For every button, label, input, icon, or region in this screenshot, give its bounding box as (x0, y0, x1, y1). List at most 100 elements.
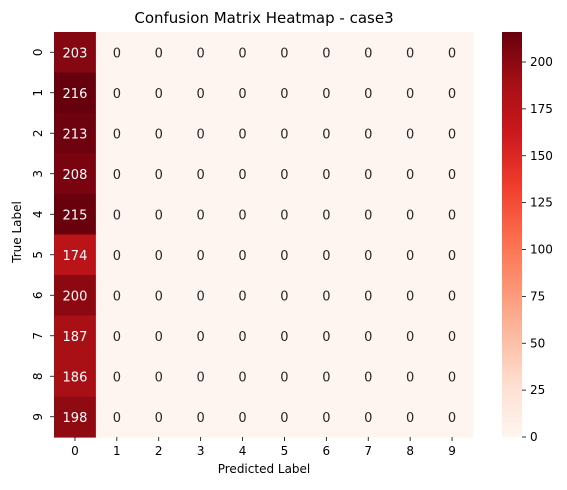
cell-value-label: 0 (238, 46, 246, 61)
colorbar-tick-label: 75 (530, 289, 545, 303)
x-tick-label: 5 (281, 444, 289, 458)
cell-value-label: 0 (197, 87, 205, 102)
cell-value-label: 0 (448, 289, 456, 304)
cell-value-label: 0 (364, 370, 372, 385)
cell-value-label: 174 (63, 249, 88, 264)
colorbar-tick-label: 175 (530, 102, 553, 116)
cell-value-label: 216 (63, 87, 88, 102)
heatmap-cell (263, 72, 306, 114)
cell-value-label: 0 (155, 370, 163, 385)
heatmap-cell (221, 234, 265, 276)
cell-value-label: 186 (63, 370, 88, 385)
heatmap-cell (263, 234, 306, 276)
heatmap-cell (221, 356, 265, 398)
cell-value-label: 0 (155, 87, 163, 102)
cell-value-label: 0 (113, 127, 121, 142)
x-tick-label: 3 (197, 444, 205, 458)
heatmap-cell (431, 315, 474, 357)
heatmap-cell (263, 153, 306, 195)
heatmap-cell (389, 315, 432, 357)
heatmap-cell (54, 153, 97, 195)
x-tick-label: 9 (448, 444, 456, 458)
cell-value-label: 0 (448, 87, 456, 102)
heatmap-cell (137, 72, 181, 114)
cell-value-label: 0 (155, 330, 163, 345)
colorbar-tick-label: 50 (530, 336, 545, 350)
heatmap-cell (347, 234, 390, 276)
cell-value-label: 0 (280, 330, 288, 345)
cell-value-label: 208 (63, 168, 88, 183)
cell-value-label: 0 (238, 370, 246, 385)
cell-value-label: 215 (63, 208, 88, 223)
heatmap-cell (305, 72, 348, 114)
heatmap-cell (221, 194, 265, 236)
y-tick-label: 4 (31, 210, 45, 218)
colorbar-tick-label: 100 (530, 243, 553, 257)
cell-value-label: 0 (406, 168, 414, 183)
heatmap-cell (389, 234, 432, 276)
cell-value-label: 0 (197, 249, 205, 264)
heatmap-cell (389, 113, 432, 155)
cell-value-label: 0 (197, 370, 205, 385)
heatmap-cell (305, 194, 348, 236)
heatmap-cell (431, 234, 474, 276)
cell-value-label: 0 (238, 208, 246, 223)
heatmap-cell (179, 194, 223, 236)
cell-value-label: 198 (63, 411, 88, 426)
cell-value-label: 0 (364, 46, 372, 61)
heatmap-cell (221, 72, 265, 114)
cell-value-label: 213 (63, 127, 88, 142)
heatmap-cell (305, 315, 348, 357)
cell-value-label: 0 (364, 127, 372, 142)
heatmap-cell (137, 153, 181, 195)
y-tick-label: 0 (31, 48, 45, 56)
y-tick-label: 8 (31, 372, 45, 380)
heatmap-cell (179, 356, 223, 398)
heatmap-cell (305, 113, 348, 155)
colorbar-tick-label: 0 (530, 430, 538, 444)
heatmap-cell (263, 275, 306, 317)
heatmap-cell (305, 275, 348, 317)
colorbar (502, 32, 522, 437)
heatmap-cell (389, 194, 432, 236)
cell-value-label: 0 (364, 87, 372, 102)
heatmap-cell (137, 396, 181, 438)
heatmap-cell (179, 153, 223, 195)
cell-value-label: 0 (155, 249, 163, 264)
cell-value-label: 0 (448, 249, 456, 264)
heatmap-cell (389, 72, 432, 114)
heatmap-cell (431, 153, 474, 195)
heatmap-cell (95, 113, 139, 155)
cell-value-label: 0 (406, 46, 414, 61)
cell-value-label: 0 (448, 208, 456, 223)
heatmap-cell (263, 113, 306, 155)
y-axis-label: True Label (10, 201, 24, 264)
cell-value-label: 0 (364, 411, 372, 426)
x-tick-label: 0 (71, 444, 79, 458)
heatmap-cell (305, 234, 348, 276)
cell-value-label: 0 (280, 249, 288, 264)
cell-value-label: 0 (322, 249, 330, 264)
heatmap-cell (389, 153, 432, 195)
y-tick-label: 7 (31, 332, 45, 340)
y-axis-ticks: 0 1 2 3 4 5 6 7 8 9 (31, 48, 54, 421)
heatmap-cell (431, 194, 474, 236)
x-tick-label: 4 (239, 444, 247, 458)
heatmap-cell (263, 356, 306, 398)
cell-value-label: 0 (406, 127, 414, 142)
heatmap-cell (263, 194, 306, 236)
cell-value-label: 0 (280, 289, 288, 304)
cell-value-label: 0 (406, 330, 414, 345)
cell-value-label: 0 (280, 46, 288, 61)
cell-value-label: 0 (322, 46, 330, 61)
heatmap-cell (389, 356, 432, 398)
heatmap-cell (431, 396, 474, 438)
cell-value-label: 0 (155, 411, 163, 426)
heatmap-cell (95, 275, 139, 317)
y-tick-label: 5 (31, 251, 45, 259)
cell-value-label: 0 (448, 370, 456, 385)
heatmap-cell (137, 32, 181, 74)
cell-value-label: 0 (406, 249, 414, 264)
heatmap-cell (137, 113, 181, 155)
cell-value-label: 0 (280, 168, 288, 183)
